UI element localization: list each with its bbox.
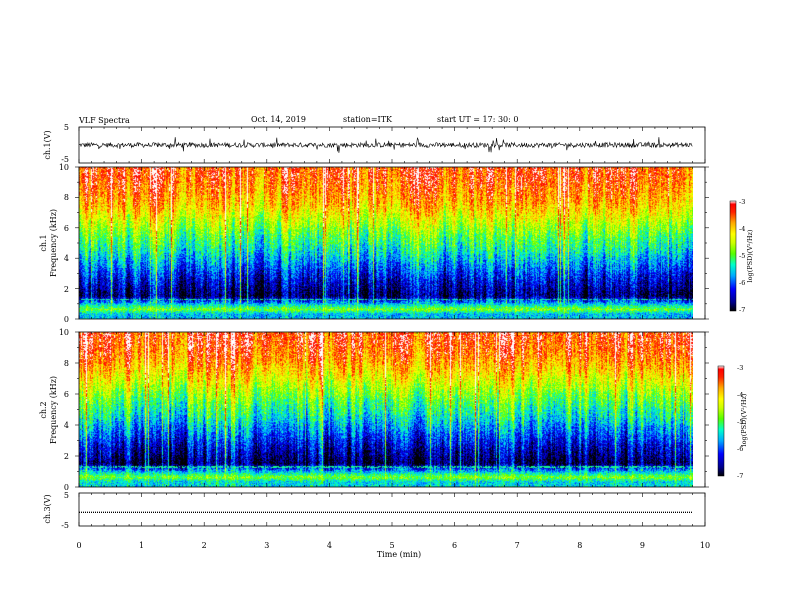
spec1-ytick-6: 6 [64,224,69,233]
spec1-ytick-8: 8 [64,193,69,202]
xtick-label-3: 3 [264,541,269,550]
cb2-tick-m4: -4 [737,391,743,399]
ch1-ylabel: ch.1(V) [43,130,52,159]
ch2-spec-ylabel: ch.2 Frequency (kHz) [39,376,58,444]
ch2-colorbar: -3 -4 -5 -6 -7 log(PSD)(V²/Hz) [717,364,748,480]
ch3-waveform-frame [78,492,706,527]
spec2-ylabel-line2: Frequency (kHz) [49,376,58,444]
ch3-waveform-panel: 5 -5 ch.3(V) 0 1 2 3 4 5 6 7 8 9 10 Time (min) [43,491,710,559]
xtick-label-1: 1 [139,541,144,550]
cb1-tick-m5: -5 [739,252,745,260]
spec2-ylabel-line1: ch.2 [39,401,48,418]
spec1-ylabel-line1: ch.1 [39,234,48,251]
cb1-tick-m3: -3 [739,198,745,206]
ch2-spectrogram-panel: 0 2 4 6 8 10 ch.2 Frequency (kHz) -3 -4 … [39,328,748,492]
cb2-tick-m6: -6 [737,445,743,453]
station-label: station=ITK [343,115,393,124]
xtick-label-2: 2 [202,541,207,550]
xtick-label-0: 0 [76,541,81,550]
ch1-colorbar-gradient [729,200,737,312]
figure-title: VLF Spectra [78,116,130,125]
spec1-ytick-0: 0 [64,315,69,324]
cb2-tick-m5: -5 [737,418,743,426]
spec2-ytick-8: 8 [64,359,69,368]
xtick-label-7: 7 [515,541,520,550]
xtick-label-4: 4 [327,541,332,550]
ch3-y-axis: 5 -5 [61,491,69,530]
xtick-label-10: 10 [700,541,710,550]
spec1-ytick-2: 2 [64,285,69,294]
ch1-waveform-panel: 5 -5 ch.1(V) [43,123,706,164]
xtick-label-9: 9 [640,541,645,550]
cb1-tick-m4: -4 [739,225,745,233]
ch1-y-axis: 5 -5 [61,123,69,164]
cb1-tick-m6: -6 [739,279,745,287]
figure-header: VLF Spectra Oct. 14, 2019 station=ITK st… [78,115,518,125]
ch1-ytick-bottom: -5 [61,155,69,164]
cb2-tick-m7: -7 [737,472,743,480]
date-label: Oct. 14, 2019 [251,115,306,124]
ch2-spectrogram-image [79,332,693,487]
cb2-tick-m3: -3 [737,364,743,372]
ch2-spec-y-axis: 0 2 4 6 8 10 [59,328,69,492]
ch1-colorbar: -3 -4 -5 -6 -7 log(PSD)(V²/Hz) [729,198,754,314]
spec1-ytick-10: 10 [59,163,69,172]
xtick-label-8: 8 [577,541,582,550]
spec2-ytick-10: 10 [59,328,69,337]
ch1-spectrogram-image [79,167,693,319]
time-x-axis: 0 1 2 3 4 5 6 7 8 9 10 [76,541,710,550]
ch1-ytick-top: 5 [64,123,69,132]
spec1-ytick-4: 4 [64,254,69,263]
ch1-waveform-trace [78,137,693,153]
ch1-waveform-line [78,137,693,153]
spec2-ytick-0: 0 [64,483,69,492]
spec1-ylabel-line2: Frequency (kHz) [49,209,58,277]
ch1-spec-y-axis: 0 2 4 6 8 10 [59,163,69,324]
cb2-label: log(PSD)(V²/Hz) [740,393,748,446]
ch1-spec-ylabel: ch.1 Frequency (kHz) [39,209,58,277]
time-xlabel: Time (min) [377,550,421,559]
xtick-label-5: 5 [389,541,394,550]
ch1-spectrogram-panel: 0 2 4 6 8 10 ch.1 Frequency (kHz) -3 -4 … [39,163,754,324]
ch3-ylabel: ch.3(V) [43,494,52,523]
ch3-ytick-top: 5 [64,491,69,500]
spec2-ytick-6: 6 [64,390,69,399]
spec2-ytick-4: 4 [64,421,69,430]
axis-tick-marks [75,127,709,526]
cb1-label: log(PSD)(V²/Hz) [746,229,754,282]
spec2-ytick-2: 2 [64,452,69,461]
cb1-tick-m7: -7 [739,306,745,314]
start-ut-label: start UT = 17: 30: 0 [437,115,518,124]
xtick-label-6: 6 [452,541,457,550]
ch2-colorbar-gradient [717,365,725,477]
ch3-ytick-bottom: -5 [61,521,69,530]
